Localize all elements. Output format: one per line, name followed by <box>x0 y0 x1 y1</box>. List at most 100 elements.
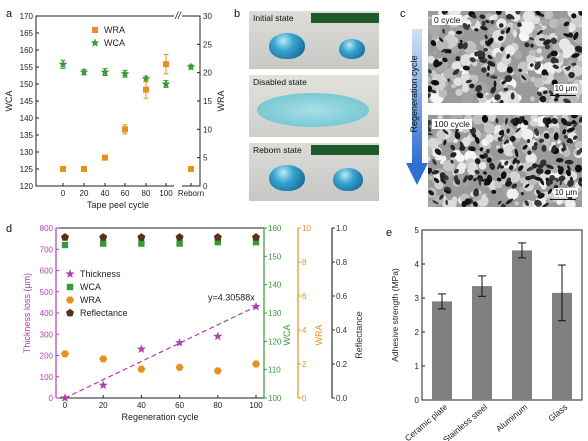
scale-label-top: 10 μm <box>553 84 578 93</box>
micro-pore-dark <box>514 148 519 158</box>
micro-pore-dark <box>574 45 582 53</box>
xtick-label-d: 60 <box>175 401 184 410</box>
micro-grain-light <box>452 196 457 202</box>
ylabel-e: Adhesive strength (MPa) <box>390 268 400 362</box>
point-wra <box>81 166 87 172</box>
micro-pore-dark <box>476 92 484 99</box>
ytick-label-reflectance-d: 0.2 <box>336 360 348 369</box>
micro-pore-dark <box>428 125 432 133</box>
ytick-label-right-a: 10 <box>203 125 212 134</box>
micro-pore-dark <box>462 65 470 71</box>
micro-pore-dark <box>545 164 554 170</box>
panel-label-e: e <box>386 227 393 239</box>
micro-pore-dark <box>462 42 468 50</box>
micro-grain-light <box>528 49 536 57</box>
micro-pore-dark <box>571 62 577 66</box>
micro-pore-dark <box>428 119 432 126</box>
micro-pore-dark <box>527 139 531 143</box>
micro-pore-dark <box>452 68 460 76</box>
micro-grain-light <box>478 161 487 170</box>
fit-label-d: y=4.30588x <box>208 293 255 303</box>
ytick-label-wra-d: 4 <box>302 326 307 335</box>
micro-pore-dark <box>536 91 543 97</box>
photo-initial-state: Initial state <box>249 11 379 69</box>
legend-label-wra: WRA <box>104 25 125 35</box>
micro-pore-dark <box>475 84 483 93</box>
ytick-label-reflectance-d: 0.8 <box>336 258 348 267</box>
axis-break-mark-a: // <box>174 11 182 22</box>
micro-grain-light <box>518 186 525 193</box>
micro-pore-dark <box>432 200 439 205</box>
micro-grain-light <box>436 129 446 140</box>
micro-grain-light <box>428 156 431 162</box>
panel-label-c: c <box>400 8 406 20</box>
ytick-label-wra-d: 10 <box>302 224 311 233</box>
point-wra-d <box>252 360 260 368</box>
photo-disabled-state: Disabled state <box>249 75 379 137</box>
micro-grain-light <box>573 79 580 86</box>
ytick-label-wca-d: 130 <box>268 309 282 318</box>
category-label-e: Glass <box>546 402 569 424</box>
micro-pore-dark <box>506 128 510 134</box>
micro-pore-dark <box>521 75 527 81</box>
micro-pore-dark <box>506 66 513 74</box>
micro-pore-dark <box>553 132 559 141</box>
micro-grain-light <box>485 133 494 143</box>
micro-pore-dark <box>578 116 582 123</box>
point-thickness <box>60 393 70 402</box>
micro-pore-dark <box>453 174 458 182</box>
micro-pore-dark <box>568 71 575 79</box>
micro-pore-dark <box>433 59 440 68</box>
micro-grain-light <box>443 67 457 81</box>
micro-pore-dark <box>431 170 440 175</box>
micro-pore-dark <box>566 127 575 133</box>
micro-pore-dark <box>552 64 559 69</box>
legend-marker-wca <box>90 38 100 47</box>
scale-bar-top <box>550 94 576 96</box>
micro-pore-dark <box>469 127 477 135</box>
micro-pore-dark <box>487 60 496 67</box>
point-wra-d <box>137 365 146 373</box>
micro-pore-dark <box>481 67 487 73</box>
ytick-label-left-a: 120 <box>20 182 34 191</box>
micro-grain-light <box>558 38 571 50</box>
micro-grain-light <box>460 92 473 103</box>
micro-pore-dark <box>510 118 517 124</box>
legend-marker-thickness <box>65 269 75 278</box>
micro-pore-dark <box>479 154 485 159</box>
ytick-label-thickness-d: 500 <box>40 288 54 297</box>
micro-pore-dark <box>511 183 518 189</box>
legend-marker-reflectance <box>66 308 74 317</box>
point-wca <box>58 59 68 68</box>
ytick-label-left-a: 170 <box>20 12 34 21</box>
micrograph-title-top: 0 cycle <box>432 15 463 25</box>
micro-pore-dark <box>479 14 486 19</box>
point-wca-d <box>61 241 69 249</box>
point-wra <box>60 166 66 172</box>
micro-grain-light <box>440 155 447 162</box>
micrograph-100-cycle: 100 cycle 10 μm <box>428 115 582 207</box>
micro-pore-dark <box>497 200 502 205</box>
micro-pore-dark <box>487 54 493 60</box>
ytick-label-e: 3 <box>415 294 420 303</box>
micro-pore-dark <box>474 28 479 32</box>
micro-grain-light <box>495 52 503 59</box>
arrow-shaft <box>412 29 422 165</box>
micro-pore-dark <box>486 37 494 46</box>
micro-pore-dark <box>481 115 488 123</box>
ytick-label-wca-d: 160 <box>268 224 282 233</box>
point-wca <box>186 62 196 71</box>
micro-pore-dark <box>578 177 582 183</box>
point-reflectance <box>61 233 69 241</box>
ytick-label-left-a: 160 <box>20 46 34 55</box>
spread-droplet <box>257 93 369 127</box>
micro-pore-dark <box>478 177 482 186</box>
micro-pore-dark <box>538 38 546 41</box>
micro-pore-dark <box>461 200 467 207</box>
micro-pore-dark <box>524 200 529 206</box>
micro-pore-dark <box>535 167 544 175</box>
micro-pore-dark <box>546 117 552 125</box>
micrograph-title-bottom: 100 cycle <box>432 119 472 129</box>
ytick-label-left-a: 135 <box>20 131 34 140</box>
